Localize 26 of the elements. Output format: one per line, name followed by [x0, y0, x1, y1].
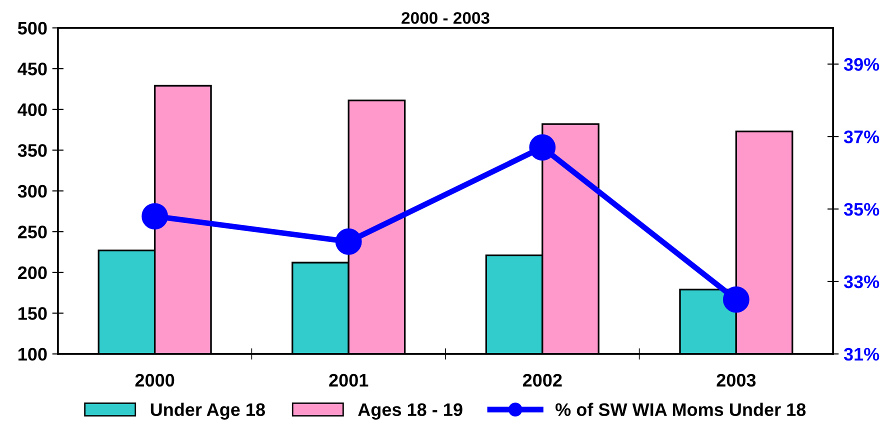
- legend-label: Ages 18 - 19: [358, 403, 462, 420]
- y-tick-label: 100: [18, 348, 47, 361]
- legend-label: Under Age 18: [150, 402, 265, 420]
- y-tick-label: 150: [18, 307, 47, 320]
- y-tick-label: 300: [18, 184, 47, 198]
- point: [142, 203, 168, 230]
- x-tick-label: 2001: [329, 374, 368, 387]
- y-tick-label: 200: [18, 266, 47, 280]
- y-tick-label: 500: [18, 22, 47, 35]
- legend-label: % of SW WIA Moms Under 18: [556, 402, 806, 416]
- y2-tick-label: 31%: [844, 348, 880, 361]
- y2-tick-label: 33%: [844, 275, 880, 288]
- x-tick-label: 2003: [716, 374, 756, 387]
- y-tick-label: 250: [18, 226, 47, 238]
- y-tick-label: 350: [18, 144, 47, 157]
- y2-tick-label: 37%: [844, 130, 880, 144]
- point: [529, 134, 556, 161]
- chart-title: 2000 - 2003: [402, 12, 490, 24]
- y2-tick-label: 39%: [844, 58, 880, 71]
- y-tick-label: 450: [18, 62, 47, 76]
- point: [722, 286, 750, 313]
- y2-tick-label: 35%: [844, 202, 880, 216]
- x-tick-label: 2002: [522, 374, 562, 387]
- point: [335, 228, 362, 255]
- x-tick-label: 2000: [135, 374, 174, 387]
- y-tick-label: 400: [18, 103, 47, 116]
